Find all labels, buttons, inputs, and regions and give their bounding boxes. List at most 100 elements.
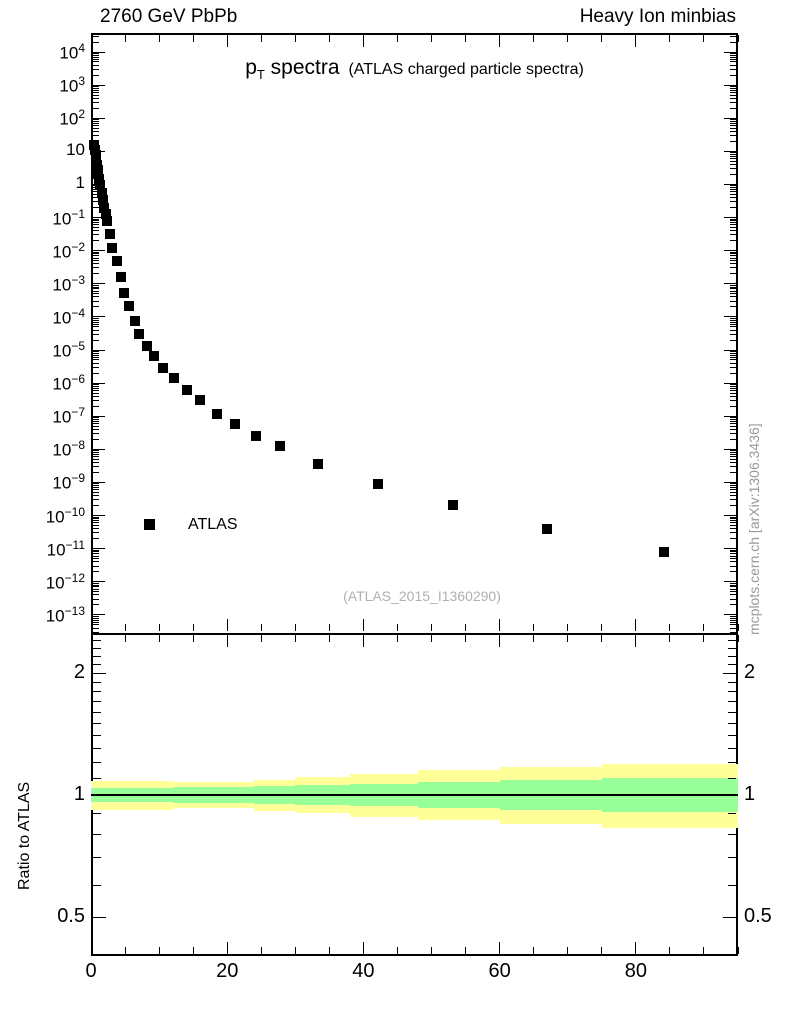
axis-tick — [730, 222, 736, 224]
axis-tick — [93, 193, 99, 195]
y-axis-tick-label: 10−8 — [52, 438, 85, 460]
axis-tick — [730, 140, 736, 142]
axis-tick — [635, 635, 637, 647]
x-axis-tick-label: 20 — [216, 960, 239, 982]
axis-tick — [93, 617, 99, 619]
axis-tick — [465, 947, 467, 954]
axis-tick — [93, 227, 99, 229]
y-axis-tick-label: 10−11 — [46, 537, 85, 560]
axis-tick — [730, 68, 736, 70]
axis-tick — [93, 267, 99, 269]
ratio-tick-label-right: 0.5 — [744, 905, 772, 928]
axis-tick — [730, 362, 736, 364]
axis-tick — [93, 701, 101, 703]
axis-tick — [724, 448, 736, 450]
axis-tick — [396, 635, 398, 642]
axis-tick — [396, 947, 398, 954]
data-point — [313, 458, 324, 469]
axis-tick — [93, 584, 99, 586]
axis-tick — [93, 487, 99, 489]
axis-tick — [93, 495, 99, 497]
axis-tick — [431, 35, 433, 42]
axis-tick — [730, 438, 736, 440]
axis-tick — [93, 392, 99, 394]
axis-tick — [90, 619, 92, 631]
axis-tick — [465, 635, 467, 642]
y-axis-tick-label: 10−12 — [45, 570, 85, 593]
data-point — [99, 202, 110, 213]
axis-tick — [728, 681, 736, 683]
axis-tick — [93, 594, 99, 596]
axis-tick — [93, 326, 99, 328]
data-point — [129, 316, 140, 327]
axis-tick — [93, 290, 99, 292]
axis-tick — [730, 168, 736, 170]
axis-tick — [728, 762, 736, 764]
data-point — [96, 188, 107, 199]
axis-tick — [724, 614, 736, 616]
axis-tick — [93, 748, 101, 750]
axis-tick — [93, 458, 99, 460]
axis-tick — [730, 125, 736, 127]
axis-tick — [730, 101, 736, 103]
axis-tick — [93, 117, 105, 119]
axis-tick — [723, 672, 736, 674]
axis-tick — [93, 515, 105, 517]
axis-tick — [703, 35, 705, 42]
axis-tick — [730, 405, 736, 407]
axis-tick — [730, 588, 736, 590]
axis-tick — [93, 538, 99, 540]
axis-tick — [730, 260, 736, 262]
main-plot-panel — [91, 33, 738, 635]
axis-tick — [601, 35, 603, 42]
axis-tick — [724, 183, 736, 185]
data-point — [124, 300, 135, 311]
axis-tick — [93, 640, 101, 642]
axis-tick — [93, 97, 99, 99]
axis-tick — [93, 561, 99, 563]
axis-tick — [93, 366, 99, 368]
axis-tick — [93, 329, 99, 331]
axis-tick — [260, 35, 262, 42]
axis-tick — [93, 672, 106, 674]
axis-tick — [93, 222, 99, 224]
axis-tick — [158, 624, 160, 631]
plot-title-paren: (ATLAS charged particle spectra) — [348, 61, 584, 78]
axis-tick — [158, 35, 160, 42]
axis-tick — [93, 240, 99, 242]
axis-tick — [93, 64, 99, 66]
data-point — [169, 373, 180, 384]
data-point — [211, 408, 222, 419]
axis-tick — [730, 591, 736, 593]
axis-tick — [93, 425, 99, 427]
data-point — [105, 228, 116, 239]
axis-tick — [93, 418, 99, 420]
data-point — [119, 287, 130, 298]
axis-tick — [93, 916, 101, 918]
axis-tick — [362, 942, 364, 954]
axis-tick — [737, 624, 739, 631]
process-label: Heavy Ion minbias — [579, 6, 736, 27]
axis-tick — [730, 35, 736, 37]
axis-tick — [730, 372, 736, 374]
axis-tick — [93, 191, 99, 193]
axis-tick — [93, 319, 99, 321]
axis-tick — [730, 288, 736, 290]
axis-tick — [93, 558, 99, 560]
axis-tick — [294, 624, 296, 631]
axis-tick — [124, 947, 126, 954]
ratio-reference-line — [91, 794, 738, 797]
axis-tick — [533, 35, 535, 42]
axis-tick — [730, 185, 736, 187]
y-axis-tick-label: 10−9 — [52, 471, 85, 494]
analysis-watermark: (ATLAS_2015_I1360290) — [343, 588, 501, 604]
axis-tick — [730, 255, 736, 257]
axis-tick — [730, 487, 736, 489]
axis-tick — [730, 193, 736, 195]
axis-tick — [730, 491, 736, 493]
data-point — [115, 272, 126, 283]
axis-tick — [724, 84, 736, 86]
axis-tick — [730, 561, 736, 563]
axis-tick — [93, 201, 99, 203]
axis-tick — [730, 306, 736, 308]
